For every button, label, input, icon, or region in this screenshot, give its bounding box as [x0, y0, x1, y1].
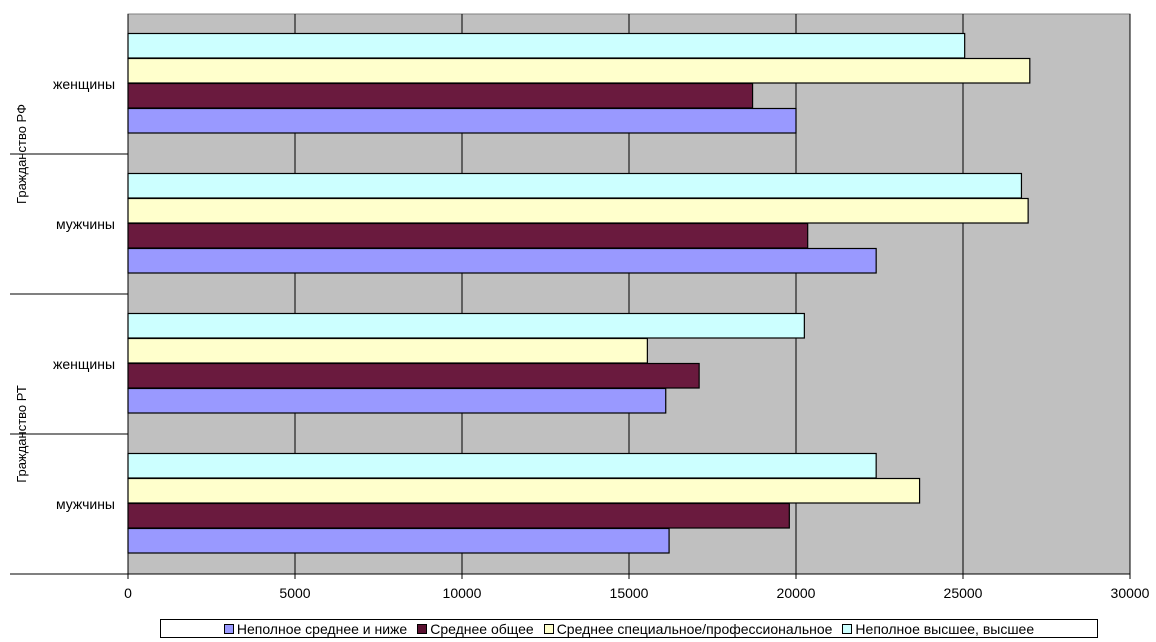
legend-swatch	[417, 623, 428, 634]
bar	[127, 222, 809, 249]
x-tick-label: 0	[124, 585, 132, 601]
group-label: Гражданство РФ	[14, 104, 29, 204]
bar	[127, 197, 1029, 224]
x-tick-label: 10000	[443, 585, 482, 601]
legend-label: Среднее общее	[430, 620, 534, 637]
bar	[127, 527, 670, 554]
bar	[127, 337, 648, 364]
bar	[127, 387, 667, 414]
category-label: женщины	[53, 356, 115, 372]
legend-item: Среднее специальное/профессиональное	[543, 620, 833, 637]
bar	[127, 477, 921, 504]
x-tick-label: 15000	[610, 585, 649, 601]
category-label: мужчины	[56, 216, 115, 232]
bar	[127, 172, 1023, 199]
legend-item: Среднее общее	[417, 620, 534, 637]
bar	[127, 247, 877, 274]
bar	[127, 32, 966, 59]
bar	[127, 502, 790, 529]
legend-swatch	[223, 623, 234, 634]
x-tick-label: 25000	[944, 585, 983, 601]
legend-swatch	[543, 623, 554, 634]
category-label: женщины	[53, 76, 115, 92]
legend-item: Неполное среднее и ниже	[223, 620, 408, 637]
bar	[127, 452, 877, 479]
category-label: мужчины	[56, 496, 115, 512]
bar	[127, 107, 797, 134]
x-tick-label: 20000	[777, 585, 816, 601]
bar	[127, 312, 805, 339]
legend-label: Среднее специальное/профессиональное	[556, 620, 833, 637]
x-tick-label: 5000	[279, 585, 310, 601]
bar	[127, 57, 1031, 84]
legend-label: Неполное среднее и ниже	[236, 620, 408, 637]
x-tick-label: 30000	[1111, 585, 1150, 601]
legend-label: Неполное высшее, высшее	[855, 620, 1035, 637]
bar	[127, 362, 700, 389]
legend-swatch	[842, 623, 853, 634]
legend-item: Неполное высшее, высшее	[842, 621, 1034, 637]
chart-legend: Неполное среднее и ниже Среднее общее Ср…	[160, 619, 1098, 638]
bar	[127, 82, 754, 109]
group-label: Гражданство РТ	[14, 385, 29, 483]
